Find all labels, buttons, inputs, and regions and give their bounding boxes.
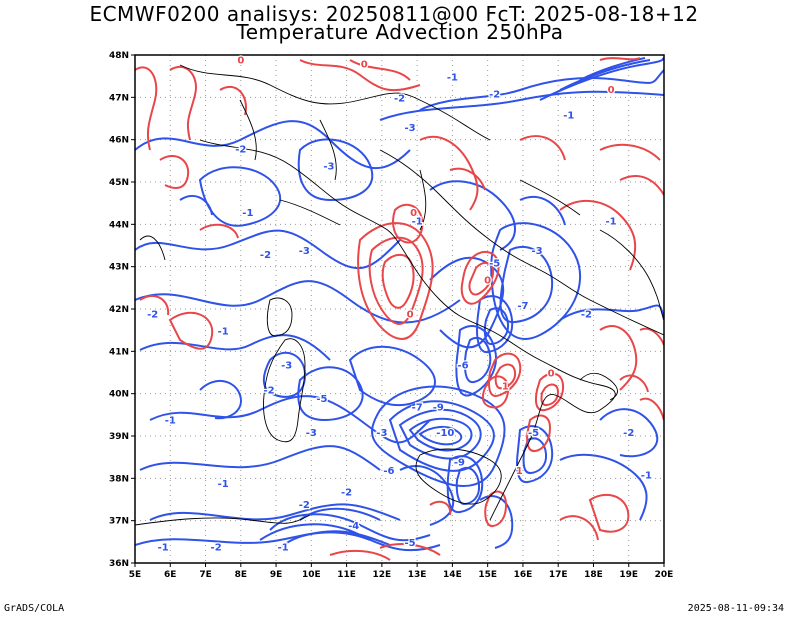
contour-value-label: -5 bbox=[528, 428, 539, 439]
contour-value-label: -6 bbox=[383, 466, 394, 477]
lat-tick-label: 38N bbox=[109, 474, 129, 484]
contour-value-label: -2 bbox=[235, 144, 246, 155]
lat-tick-label: 37N bbox=[109, 517, 129, 527]
contour-value-label: -2 bbox=[260, 250, 271, 261]
contour-value-label: -3 bbox=[299, 246, 310, 257]
lat-tick-label: 44N bbox=[109, 220, 129, 230]
contour-value-label: -1 bbox=[218, 326, 229, 337]
lon-tick-label: 17E bbox=[549, 570, 568, 580]
contour-value-label: -3 bbox=[281, 360, 292, 371]
lon-tick-label: 19E bbox=[619, 570, 638, 580]
lon-tick-label: 10E bbox=[302, 570, 321, 580]
contour-value-label: -1 bbox=[641, 470, 652, 481]
contour-value-label: 0 bbox=[484, 276, 491, 287]
lat-tick-label: 45N bbox=[109, 178, 129, 188]
contour-value-label: -9 bbox=[454, 458, 465, 469]
contour-value-label: -6 bbox=[457, 360, 468, 371]
lon-tick-label: 8E bbox=[235, 570, 247, 580]
contour-value-label: -9 bbox=[433, 403, 444, 414]
contour-value-label: -3 bbox=[306, 428, 317, 439]
lat-tick-label: 46N bbox=[109, 136, 129, 146]
contour-value-label: -10 bbox=[436, 428, 454, 439]
contour-value-label: -1 bbox=[447, 72, 458, 83]
contour-value-label: -5 bbox=[405, 538, 416, 549]
contour-value-label: -1 bbox=[158, 542, 169, 553]
contour-value-label: -3 bbox=[376, 428, 387, 439]
lon-tick-label: 13E bbox=[408, 570, 427, 580]
contour-value-label: -2 bbox=[394, 94, 405, 105]
contour-value-label: -4 bbox=[348, 521, 359, 532]
chart-title: ECMWF0200 analisys: 20250811@00 FcT: 202… bbox=[89, 2, 699, 26]
contour-value-label: -1 bbox=[412, 216, 423, 227]
lon-tick-label: 15E bbox=[478, 570, 497, 580]
contour-value-label: -2 bbox=[581, 309, 592, 320]
lon-tick-label: 12E bbox=[373, 570, 392, 580]
lat-tick-label: 47N bbox=[109, 93, 129, 103]
lon-tick-label: 11E bbox=[337, 570, 356, 580]
contour-value-label: -3 bbox=[405, 123, 416, 134]
contour-value-label: -1 bbox=[606, 216, 617, 227]
contour-value-label: -7 bbox=[517, 301, 528, 312]
lat-tick-label: 48N bbox=[109, 51, 129, 61]
contour-value-label: 0 bbox=[237, 55, 244, 66]
contour-value-label: 1 bbox=[516, 466, 523, 477]
contour-value-label: 0 bbox=[361, 60, 368, 71]
contour-value-label: -3 bbox=[531, 246, 542, 257]
contour-value-label: -5 bbox=[316, 394, 327, 405]
contour-value-label: 0 bbox=[407, 309, 414, 320]
latitude-axis: 36N 37N 38N 39N 40N 41N 42N 43N 44N 45N 46N 47N 48N bbox=[109, 51, 135, 569]
contour-value-label: 0 bbox=[608, 85, 615, 96]
lon-tick-label: 14E bbox=[443, 570, 462, 580]
lon-tick-label: 20E bbox=[655, 570, 674, 580]
lat-tick-label: 42N bbox=[109, 305, 129, 315]
contour-value-label: -1 bbox=[563, 111, 574, 122]
contour-value-label: 0 bbox=[548, 369, 555, 380]
lon-tick-label: 16E bbox=[514, 570, 533, 580]
coastlines bbox=[135, 64, 664, 526]
contour-value-label: -2 bbox=[147, 309, 158, 320]
software-credit: GrADS/COLA bbox=[4, 603, 65, 614]
contour-value-label: -1 bbox=[218, 479, 229, 490]
contour-value-label: -1 bbox=[165, 415, 176, 426]
contour-value-label: -5 bbox=[489, 259, 500, 270]
lon-tick-label: 7E bbox=[199, 570, 211, 580]
lat-tick-label: 36N bbox=[109, 559, 129, 569]
lon-tick-label: 18E bbox=[584, 570, 603, 580]
contour-value-label: -1 bbox=[278, 542, 289, 553]
contour-labels: -2-1-2-1-3-5-3 -3-6-7 -9-10-6-9-5-7-5-3-2-… bbox=[146, 54, 653, 554]
plot-timestamp: 2025-08-11-09:34 bbox=[687, 603, 784, 614]
contour-value-label: -2 bbox=[263, 386, 274, 397]
lon-tick-label: 5E bbox=[129, 570, 141, 580]
contour-value-label: -7 bbox=[412, 403, 423, 414]
contour-value-label: -2 bbox=[623, 428, 634, 439]
lat-tick-label: 39N bbox=[109, 432, 129, 442]
positive-contours bbox=[135, 57, 664, 561]
lat-lon-grid bbox=[135, 55, 664, 563]
negative-contours bbox=[135, 57, 664, 552]
contour-value-label: 1 bbox=[502, 381, 509, 392]
lat-tick-label: 43N bbox=[109, 263, 129, 273]
contour-value-label: 0 bbox=[410, 208, 417, 219]
chart-subtitle: Temperature Advection 250hPa bbox=[236, 20, 564, 44]
contour-value-label: -2 bbox=[341, 487, 352, 498]
lat-tick-label: 41N bbox=[109, 347, 129, 357]
contour-value-label: -3 bbox=[323, 161, 334, 172]
lat-tick-label: 40N bbox=[109, 390, 129, 400]
contour-value-label: -2 bbox=[211, 542, 222, 553]
lon-tick-label: 6E bbox=[164, 570, 176, 580]
contour-value-label: -1 bbox=[242, 208, 253, 219]
lon-tick-label: 9E bbox=[270, 570, 282, 580]
contour-value-label: -2 bbox=[299, 500, 310, 511]
contour-value-label: -2 bbox=[489, 89, 500, 100]
longitude-axis: 5E 6E 7E 8E 9E 10E 11E 12E 13E 14E 15E 16E 17E 18E 19E… bbox=[129, 563, 674, 580]
